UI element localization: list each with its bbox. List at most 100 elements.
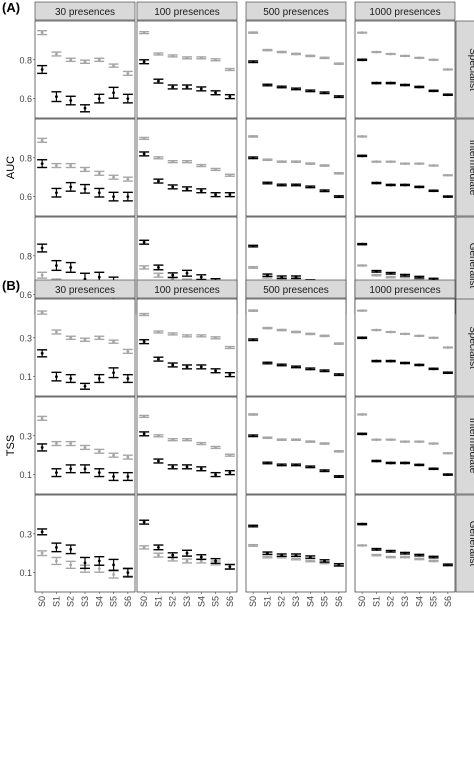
point-grey-1-1-3-5 [432, 442, 435, 445]
row-strip-0-0 [455, 20, 474, 119]
point-dark-1-2-2-6 [337, 563, 341, 567]
point-dark-1-2-3-2 [389, 549, 393, 553]
point-dark-1-0-1-0 [142, 340, 146, 344]
point-grey-0-2-3-1 [375, 273, 378, 277]
point-dark-1-0-0-5 [112, 371, 115, 375]
x-tick-label-1-2-6: S6 [334, 596, 344, 607]
point-dark-1-1-2-2 [280, 463, 284, 467]
point-grey-0-1-3-2 [389, 160, 393, 164]
point-dark-0-1-2-6 [337, 195, 341, 199]
point-dark-0-0-0-6 [126, 97, 130, 100]
point-grey-1-0-1-3 [185, 334, 189, 338]
point-dark-0-2-1-1 [157, 266, 160, 269]
point-dark-0-2-3-4 [417, 275, 421, 279]
point-grey-1-0-1-4 [199, 334, 203, 338]
point-grey-1-0-3-1 [375, 328, 378, 332]
point-dark-0-1-0-0 [40, 162, 44, 166]
point-grey-1-0-3-6 [446, 346, 450, 349]
point-dark-0-1-2-2 [280, 183, 284, 187]
point-dark-0-1-1-3 [185, 187, 189, 191]
point-dark-0-0-1-3 [185, 85, 189, 89]
point-dark-1-0-0-3 [83, 384, 87, 388]
point-grey-1-0-3-3 [403, 332, 407, 336]
point-dark-0-0-1-0 [142, 60, 146, 64]
point-grey-1-1-3-4 [417, 440, 421, 444]
point-dark-0-1-1-2 [171, 185, 175, 189]
x-tick-label-1-0-1: S1 [51, 596, 61, 607]
facet-0-0-2 [245, 20, 347, 119]
point-dark-0-0-3-5 [432, 89, 435, 93]
point-grey-0-0-0-0 [40, 31, 44, 35]
point-grey-1-0-1-0 [142, 313, 146, 316]
point-grey-0-1-3-0 [360, 135, 364, 138]
x-tick-label-1-0-2: S2 [66, 596, 76, 607]
point-dark-1-2-2-4 [308, 555, 312, 559]
point-grey-0-1-3-3 [403, 162, 407, 166]
point-dark-0-1-3-6 [446, 195, 450, 199]
panel-label-1: (B) [2, 278, 20, 293]
point-grey-1-2-3-1 [375, 553, 378, 557]
point-dark-0-1-2-5 [323, 189, 326, 193]
point-grey-0-1-3-5 [432, 164, 435, 167]
point-dark-1-2-1-4 [199, 555, 203, 559]
point-dark-1-2-1-0 [142, 520, 146, 524]
x-tick-label-1-1-3: S3 [182, 596, 192, 607]
point-grey-0-1-3-6 [446, 173, 450, 177]
point-dark-1-1-3-0 [360, 432, 364, 436]
point-dark-1-0-2-6 [337, 373, 341, 377]
point-grey-1-1-3-1 [375, 438, 378, 442]
point-grey-1-1-0-0 [40, 416, 44, 420]
point-dark-1-0-1-1 [157, 357, 160, 361]
y-tick-label-1-0-0: 0.1 [19, 372, 32, 382]
point-dark-1-1-3-4 [417, 463, 421, 467]
point-grey-0-0-3-0 [360, 31, 364, 35]
point-grey-1-1-1-0 [142, 415, 146, 418]
point-grey-0-1-2-5 [323, 164, 326, 167]
point-grey-0-1-0-4 [97, 171, 101, 175]
point-grey-1-0-2-0 [251, 309, 255, 313]
point-dark-1-1-3-5 [432, 467, 435, 471]
point-dark-1-0-3-3 [403, 361, 407, 365]
point-grey-0-0-2-5 [323, 56, 326, 60]
point-grey-0-0-1-0 [142, 31, 146, 35]
facet-1-2-1 [136, 494, 238, 593]
point-grey-1-2-1-1 [157, 553, 160, 557]
point-grey-1-1-1-5 [214, 446, 217, 449]
point-grey-0-1-2-2 [280, 160, 284, 164]
point-grey-1-0-2-2 [280, 328, 284, 332]
point-dark-1-0-3-1 [375, 359, 378, 363]
point-grey-0-0-1-6 [228, 68, 232, 71]
point-dark-0-2-3-2 [389, 271, 393, 275]
y-axis-label-0: AUC [5, 156, 17, 179]
point-dark-0-1-0-1 [55, 191, 58, 195]
point-dark-1-1-2-5 [323, 469, 326, 473]
x-tick-label-1-2-5: S5 [320, 596, 330, 607]
point-dark-1-1-1-4 [199, 467, 203, 471]
point-grey-1-2-3-3 [403, 555, 407, 559]
point-grey-1-1-2-0 [251, 413, 255, 416]
point-dark-0-2-1-3 [185, 271, 189, 275]
point-grey-0-0-1-3 [185, 56, 189, 60]
point-grey-1-2-2-3 [294, 557, 298, 561]
y-tick-label-0-0-0: 0.6 [19, 94, 32, 104]
point-dark-0-1-1-6 [228, 193, 232, 197]
point-grey-0-0-0-2 [69, 58, 73, 62]
point-grey-0-1-2-3 [294, 160, 298, 164]
point-grey-1-2-2-0 [251, 544, 255, 547]
point-grey-1-0-0-4 [97, 336, 101, 340]
column-strip-0-1 [136, 1, 238, 21]
point-grey-0-0-3-5 [432, 58, 435, 62]
point-grey-0-1-0-3 [83, 168, 87, 171]
point-dark-0-0-2-3 [294, 87, 298, 91]
point-grey-0-1-2-1 [266, 158, 269, 162]
column-label-0-0: 30 presences [55, 7, 115, 18]
point-grey-0-0-2-0 [251, 31, 255, 35]
point-dark-1-0-0-1 [55, 375, 58, 378]
point-grey-1-1-0-4 [97, 449, 101, 453]
point-dark-0-0-2-1 [266, 83, 269, 87]
point-dark-1-0-3-4 [417, 363, 421, 367]
point-grey-1-2-1-2 [171, 557, 175, 561]
y-tick-label-1-1-1: 0.3 [19, 431, 32, 441]
point-dark-0-1-1-4 [199, 189, 203, 193]
point-dark-1-0-3-5 [432, 367, 435, 371]
